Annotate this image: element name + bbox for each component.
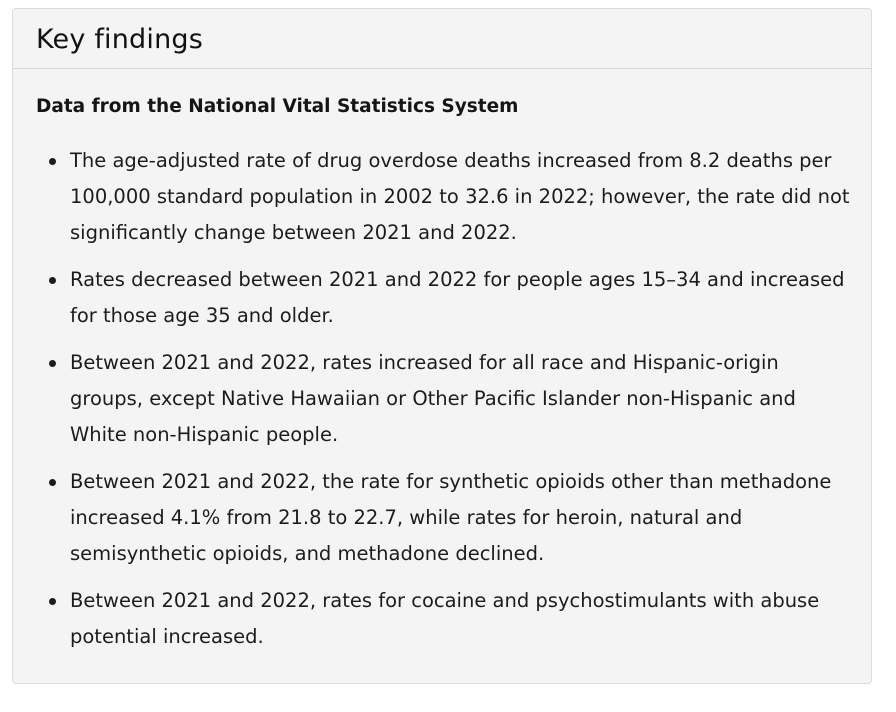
findings-list: The age-adjusted rate of drug overdose d… (36, 143, 851, 655)
finding-text: Rates decreased between 2021 and 2022 fo… (70, 268, 845, 327)
finding-item: Between 2021 and 2022, rates for cocaine… (36, 583, 851, 655)
card-header: Key findings (13, 9, 871, 69)
bullet-icon (49, 479, 56, 486)
bullet-icon (49, 598, 56, 605)
finding-item: The age-adjusted rate of drug overdose d… (36, 143, 851, 251)
key-findings-card: Key findings Data from the National Vita… (12, 8, 872, 684)
finding-text: The age-adjusted rate of drug overdose d… (70, 149, 850, 244)
bullet-icon (49, 158, 56, 165)
finding-text: Between 2021 and 2022, rates increased f… (70, 351, 796, 446)
finding-item: Between 2021 and 2022, the rate for synt… (36, 464, 851, 572)
bullet-icon (49, 277, 56, 284)
finding-item: Rates decreased between 2021 and 2022 fo… (36, 262, 851, 334)
card-title: Key findings (36, 24, 204, 55)
finding-text: Between 2021 and 2022, rates for cocaine… (70, 589, 820, 648)
card-subtitle: Data from the National Vital Statistics … (36, 96, 519, 117)
finding-text: Between 2021 and 2022, the rate for synt… (70, 470, 832, 565)
finding-item: Between 2021 and 2022, rates increased f… (36, 345, 851, 453)
card-body: Data from the National Vital Statistics … (13, 69, 871, 655)
bullet-icon (49, 360, 56, 367)
